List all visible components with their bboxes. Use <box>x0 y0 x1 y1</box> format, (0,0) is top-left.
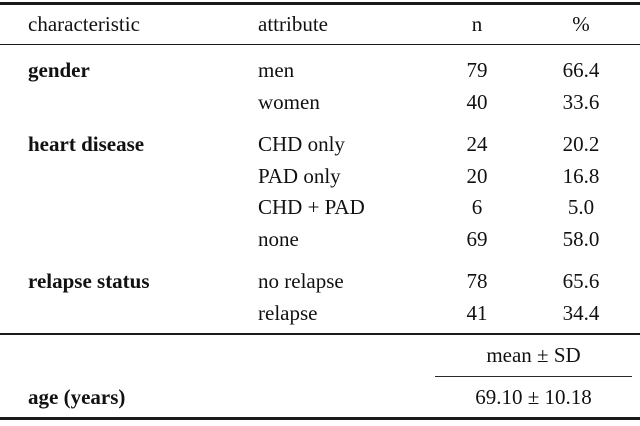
attribute-cell: men <box>258 58 295 83</box>
n-cell: 20 <box>466 163 488 188</box>
col-header-characteristic: characteristic <box>28 11 140 36</box>
percent-cell: 58.0 <box>562 226 600 251</box>
section-heart-disease: heart disease CHD only 24 20.2 PAD only … <box>0 129 640 255</box>
characteristic-label: heart disease <box>28 132 145 157</box>
summary-divider-rule <box>0 333 640 335</box>
attribute-cell: women <box>258 89 320 114</box>
n-cell: 69 <box>466 226 488 251</box>
attribute-cell: CHD only <box>258 132 345 157</box>
n-cell: 41 <box>466 300 488 325</box>
percent-cell: 66.4 <box>562 58 600 83</box>
attribute-cell: PAD only <box>258 163 341 188</box>
table-row: heart disease CHD only 24 20.2 <box>0 129 640 161</box>
attribute-cell: no relapse <box>258 269 344 294</box>
col-header-percent: % <box>572 11 590 36</box>
age-value: 69.10 ± 10.18 <box>475 384 592 409</box>
section-gender: gender men 79 66.4 women 40 33.6 <box>0 55 640 118</box>
n-cell: 79 <box>466 58 488 83</box>
percent-cell: 5.0 <box>567 195 595 220</box>
age-row: age (years) 69.10 ± 10.18 <box>0 377 640 417</box>
mean-sd-cmidrule <box>435 375 632 377</box>
mean-sd-header: mean ± SD <box>486 342 581 367</box>
characteristic-label: gender <box>28 58 90 83</box>
section-relapse-status: relapse status no relapse 78 65.6 relaps… <box>0 266 640 329</box>
n-cell: 78 <box>466 269 488 294</box>
table-row: relapse status no relapse 78 65.6 <box>0 266 640 298</box>
characteristic-label: relapse status <box>28 269 150 294</box>
attribute-cell: CHD + PAD <box>258 195 365 220</box>
attribute-cell: relapse <box>258 300 318 325</box>
table-row: PAD only 20 16.8 <box>0 161 640 193</box>
percent-cell: 65.6 <box>562 269 600 294</box>
table-header-row: characteristic attribute n % <box>0 5 640 44</box>
table-row: relapse 41 34.4 <box>0 298 640 330</box>
bottom-rule <box>0 417 640 420</box>
header-rule <box>0 43 640 45</box>
n-cell: 24 <box>466 132 488 157</box>
table-row: women 40 33.6 <box>0 87 640 119</box>
col-header-attribute: attribute <box>258 11 328 36</box>
percent-cell: 33.6 <box>562 89 600 114</box>
table-row: gender men 79 66.4 <box>0 55 640 87</box>
top-rule <box>0 2 640 5</box>
percent-cell: 20.2 <box>562 132 600 157</box>
table-row: CHD + PAD 6 5.0 <box>0 192 640 224</box>
col-header-n: n <box>471 11 483 36</box>
age-label: age (years) <box>28 384 126 409</box>
percent-cell: 16.8 <box>562 163 600 188</box>
summary-header-row: mean ± SD <box>0 335 640 376</box>
table-row: none 69 58.0 <box>0 224 640 256</box>
n-cell: 40 <box>466 89 488 114</box>
attribute-cell: none <box>258 226 299 251</box>
percent-cell: 34.4 <box>562 300 600 325</box>
n-cell: 6 <box>471 195 483 220</box>
